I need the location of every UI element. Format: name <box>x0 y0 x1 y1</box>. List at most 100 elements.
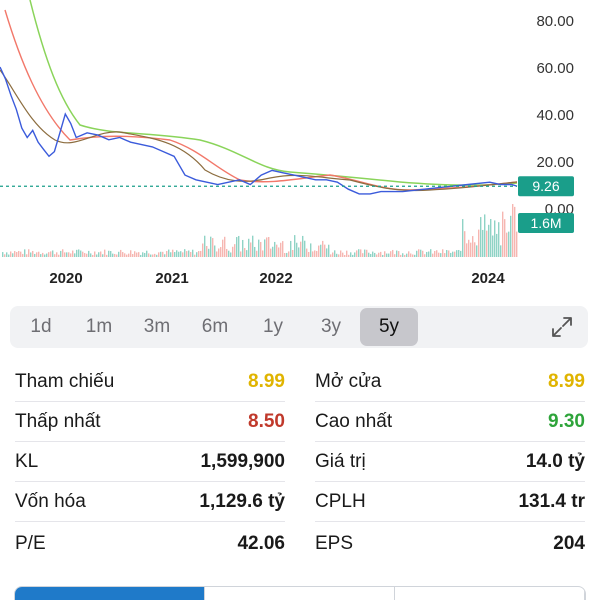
y-tick-label: 40.00 <box>536 107 574 124</box>
volume-bar <box>506 232 508 257</box>
shares-outstanding-label: CPLH <box>315 491 366 512</box>
volume-bar <box>10 251 12 257</box>
volume-bar <box>146 250 148 257</box>
volume-bar <box>444 253 446 257</box>
tab-1m[interactable]: 1m <box>85 316 113 337</box>
volume-bar <box>278 247 280 257</box>
volume-bar <box>268 237 270 257</box>
volume-bar <box>194 254 196 257</box>
volume-bar <box>306 248 308 257</box>
segment-3[interactable] <box>395 587 585 600</box>
volume-bar <box>82 251 84 257</box>
volume-bar <box>120 249 122 257</box>
volume-bar <box>22 253 24 257</box>
volume-bar <box>478 229 480 257</box>
volume-bar <box>442 249 444 257</box>
volume-bar <box>284 252 286 257</box>
volume-bar <box>114 253 116 257</box>
volume-bar <box>420 249 422 257</box>
volume-bar <box>178 251 180 257</box>
price-badge <box>518 176 574 197</box>
volume-bar <box>132 254 134 257</box>
volume-bar <box>508 231 510 257</box>
volume-bar <box>250 242 252 257</box>
volume-bar <box>514 206 516 257</box>
volume-bar <box>80 250 82 257</box>
volume-bar <box>276 244 278 257</box>
volume-bar <box>510 215 512 257</box>
volume-bar <box>54 254 56 257</box>
volume-bar <box>464 231 466 257</box>
volume-bar <box>450 252 452 257</box>
volume-bar <box>414 254 416 257</box>
high-price-label: Cao nhất <box>315 411 393 432</box>
volume-bar <box>50 251 52 257</box>
tab-3m[interactable]: 3m <box>143 316 171 337</box>
volume-bar <box>6 252 8 257</box>
volume-bar <box>516 231 518 257</box>
volume-bar <box>422 250 424 257</box>
volume-bar <box>182 252 184 257</box>
volume-bar <box>164 254 166 257</box>
volume-bar <box>126 254 128 257</box>
volume-bar <box>336 253 338 257</box>
volume-bar <box>34 253 36 257</box>
volume-bar <box>66 252 68 257</box>
volume-bar <box>136 252 138 257</box>
volume-bar <box>350 252 352 257</box>
volume-bar <box>92 254 94 257</box>
volume-bar <box>102 254 104 257</box>
volume-bar <box>346 250 348 257</box>
volume-bar <box>172 249 174 257</box>
tab-3y[interactable]: 3y <box>320 316 342 337</box>
volume-bar <box>168 249 170 257</box>
volume-bar <box>166 251 168 257</box>
volume-bar <box>488 224 490 257</box>
volume-bar <box>36 252 38 257</box>
volume-bar <box>208 248 210 257</box>
volume-bar <box>404 254 406 257</box>
volume-bar <box>224 236 226 257</box>
volume-bar <box>382 254 384 257</box>
volume-bar <box>398 251 400 257</box>
tab-1d[interactable]: 1d <box>30 316 52 337</box>
volume-bar <box>160 251 162 257</box>
volume-bar <box>454 251 456 257</box>
volume-bar <box>322 240 324 257</box>
tab-5y[interactable]: 5y <box>360 308 418 346</box>
volume-bar <box>438 252 440 257</box>
volume-bar <box>436 250 438 257</box>
volume-bar <box>138 252 140 257</box>
volume-bar <box>410 253 412 257</box>
volume-bar <box>134 251 136 257</box>
expand-icon[interactable] <box>550 315 574 339</box>
volume-bar <box>372 251 374 257</box>
segment-2[interactable] <box>205 587 395 600</box>
volume-bar <box>304 240 306 257</box>
volume-bar <box>8 254 10 257</box>
volume-bar <box>30 252 32 257</box>
tab-1y[interactable]: 1y <box>262 316 284 337</box>
volume-bar <box>238 235 240 257</box>
volume-bar <box>58 254 60 257</box>
volume-bar <box>70 253 72 257</box>
volume-badge-label: 1.6M <box>530 215 561 231</box>
volume-bar <box>142 252 144 257</box>
volume-bar <box>74 253 76 257</box>
volume-bar <box>392 249 394 257</box>
volume-bar <box>226 248 228 257</box>
volume-bar <box>266 237 268 257</box>
y-tick-label: 80.00 <box>536 13 574 30</box>
tab-6m[interactable]: 6m <box>201 316 229 337</box>
volume-bar <box>232 246 234 257</box>
price-chart[interactable]: 0.00 20.00 40.00 60.00 80.00 9.26 1.6M 2020 2021… <box>0 0 600 295</box>
reference-price-value: 8.99 <box>248 371 285 392</box>
volume-bar <box>108 250 110 257</box>
segment-1[interactable] <box>15 587 205 600</box>
volume-bar <box>388 253 390 257</box>
volume-bar <box>332 252 334 257</box>
volume-bar <box>394 254 396 257</box>
volume-bar <box>56 252 58 257</box>
volume-bar <box>504 219 506 257</box>
